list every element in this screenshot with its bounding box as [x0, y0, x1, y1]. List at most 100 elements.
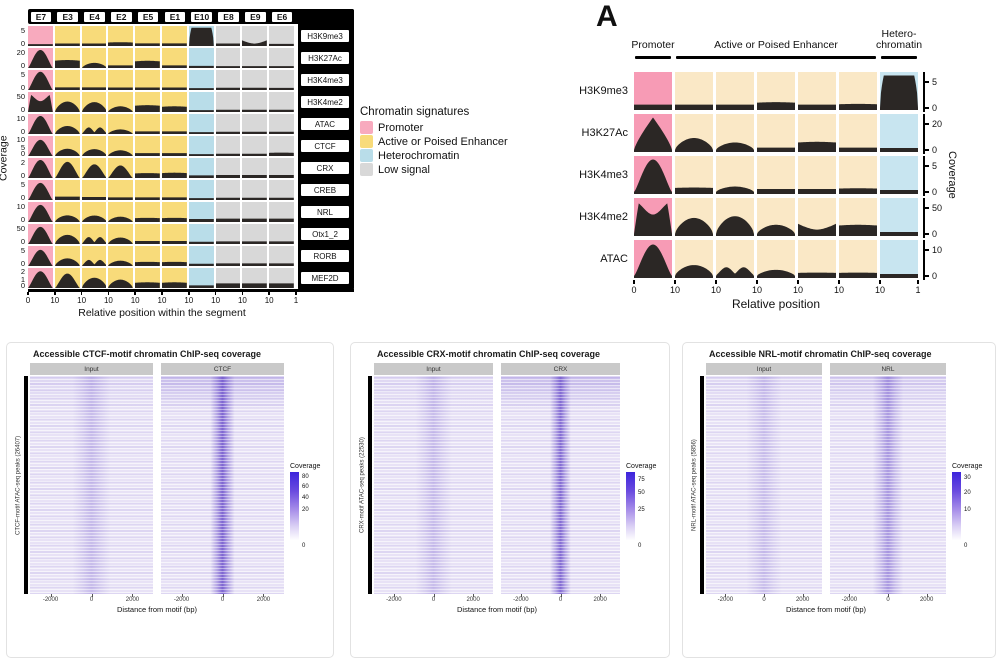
- coverage-profile: [28, 226, 53, 244]
- x-tick: 10: [77, 296, 87, 305]
- legend-label: Low signal: [378, 163, 430, 176]
- cell-CRX-E10: [188, 158, 214, 178]
- cell-Otx1_2-E5: [135, 224, 160, 244]
- coverage-profile: [242, 218, 268, 222]
- cell-Otx1_2-E8: [215, 224, 241, 244]
- coverage-profile: [269, 174, 294, 178]
- panel-a-label: A: [596, 0, 618, 33]
- cell-H3K9me3-col1: [675, 72, 713, 110]
- facet-Input: Input -2000 0 2000: [374, 363, 493, 604]
- y-axis-title: Coverage: [946, 151, 958, 199]
- heatmap-content: CRX-motif ATAC-seq peaks (22530) Input -20…: [357, 363, 665, 604]
- coverage-profile: [54, 87, 80, 90]
- coverage-profile: [215, 131, 241, 134]
- coverage-profile: [135, 87, 160, 90]
- x-tick: 0: [25, 296, 31, 305]
- cell-H3K4me3-E6: [269, 70, 294, 90]
- coverage-profile: [757, 102, 795, 108]
- group-underline: [635, 56, 671, 59]
- x-tick: 0: [89, 597, 94, 603]
- x-tick: 10: [669, 285, 681, 295]
- coverage-profile: [880, 189, 918, 192]
- cell-H3K4me2-col6: [880, 198, 918, 236]
- y-tick-mark: [925, 165, 929, 167]
- cell-H3K4me3-E7: [28, 70, 53, 90]
- x-tick-mark: [433, 594, 435, 597]
- coverage-profile: [634, 104, 672, 108]
- y-tick: 0: [20, 105, 25, 115]
- y-axis-label: NRL-motif ATAC-seq peaks (5856): [691, 439, 698, 531]
- coverage-profile: [54, 273, 80, 288]
- facet-x-ticks: -2000 0 2000: [161, 594, 284, 604]
- y-tick: 50: [16, 224, 25, 233]
- coverage-profile: [188, 154, 214, 156]
- y-tick: 10: [932, 244, 943, 255]
- cell-MEF2D-E9: [242, 268, 268, 288]
- coverage-profile: [215, 218, 241, 222]
- coverage-profile: [188, 65, 214, 68]
- x-tick-mark: [161, 292, 163, 295]
- coverage-profile: [135, 173, 160, 178]
- cell-MEF2D-E7: [28, 268, 53, 288]
- coverage-profile: [242, 153, 268, 156]
- cell-CREB-E9: [242, 180, 268, 200]
- cell-H3K27Ac-E5: [135, 48, 160, 68]
- coverage-profile: [716, 216, 754, 234]
- coverage-profile: [215, 197, 241, 200]
- cell-H3K4me3-col2: [716, 156, 754, 194]
- cell-H3K9me3-col0: [634, 72, 672, 110]
- colorbar-tick: 25: [638, 507, 645, 513]
- colorbar-tick: 80: [302, 473, 309, 480]
- column-header-E4: E4: [83, 10, 106, 23]
- row-label-ATAC: ATAC: [600, 253, 628, 265]
- cell-NRL-E9: [242, 202, 268, 222]
- coverage-profile: [135, 197, 160, 200]
- coverage-profile: [54, 161, 80, 178]
- facet-strip: NRL: [830, 363, 946, 375]
- coverage-profile: [242, 131, 268, 134]
- facet-x-ticks: -2000 0 2000: [501, 594, 620, 604]
- y-tick: 0: [20, 83, 25, 93]
- coverage-profile: [54, 196, 80, 200]
- column-header-E6: E6: [270, 10, 294, 23]
- cell-ATAC-E9: [242, 114, 268, 134]
- legend-title: Chromatin signatures: [360, 106, 470, 118]
- x-tick-mark: [715, 280, 717, 284]
- x-tick-mark: [633, 280, 635, 284]
- heatmap-panel-2: Accessible NRL-motif chromatin ChIP-seq …: [682, 342, 996, 658]
- y-tick: 0: [20, 39, 25, 49]
- cell-CTCF-E6: [269, 136, 294, 156]
- x-tick-mark: [802, 594, 804, 597]
- y-tick: 5: [20, 70, 25, 79]
- y-tick: 0: [932, 228, 938, 239]
- cell-Otx1_2-E4: [81, 224, 107, 244]
- coverage-profile: [108, 260, 134, 266]
- y-tick: 50: [932, 202, 943, 213]
- coverage-profile: [28, 49, 53, 68]
- coverage-profile: [880, 273, 918, 276]
- promoter-swatch: [360, 121, 373, 134]
- colorbar-tick: 0: [638, 542, 642, 549]
- cell-CRX-E9: [242, 158, 268, 178]
- coverage-profile: [162, 43, 187, 46]
- cell-ATAC-E4: [81, 114, 107, 134]
- coverage-profile: [215, 43, 241, 46]
- facets: Input -2000 0 2000 CRX -2000 0 2000: [374, 363, 620, 604]
- cell-H3K4me2-E3: [54, 92, 80, 112]
- cell-ATAC-E5: [135, 114, 160, 134]
- coverage-profile: [188, 285, 214, 288]
- row-label-CREB: CREB: [300, 183, 350, 197]
- coverage-profile: [81, 43, 107, 46]
- y-tick: 0: [20, 193, 25, 203]
- x-tick-mark: [132, 594, 134, 597]
- coverage-profile: [215, 87, 241, 90]
- cell-CREB-E1: [162, 180, 187, 200]
- legend-item-hetero: Heterochromatin: [360, 149, 590, 162]
- coverage-profile: [135, 282, 160, 288]
- group-underline: [881, 56, 917, 59]
- x-axis-title: Relative position: [731, 297, 821, 311]
- cell-H3K27Ac-E8: [215, 48, 241, 68]
- y-tick: 5: [20, 246, 25, 255]
- row-label-MEF2D: MEF2D: [300, 271, 350, 285]
- x-tick-mark: [838, 280, 840, 284]
